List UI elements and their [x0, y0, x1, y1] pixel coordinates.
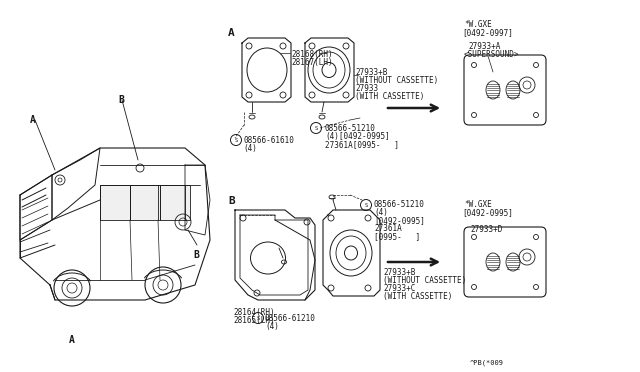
- Text: [0492-0995]: [0492-0995]: [374, 216, 425, 225]
- Polygon shape: [161, 186, 189, 219]
- Text: (4)[0492-0995]: (4)[0492-0995]: [325, 132, 390, 141]
- Text: (WITHOUT CASSETTE): (WITHOUT CASSETTE): [355, 76, 438, 85]
- Text: [0995-   ]: [0995- ]: [374, 232, 420, 241]
- Text: 27933+B: 27933+B: [355, 68, 387, 77]
- Text: (4): (4): [265, 322, 279, 331]
- Text: (WITHOUT CASSETTE): (WITHOUT CASSETTE): [383, 276, 467, 285]
- Text: 28167(LH): 28167(LH): [291, 58, 333, 67]
- Text: B: B: [228, 196, 235, 206]
- Text: 08566-61210: 08566-61210: [265, 314, 316, 323]
- Text: 27933+A: 27933+A: [468, 42, 500, 51]
- Text: A: A: [69, 335, 75, 345]
- Text: 08566-51210: 08566-51210: [325, 124, 376, 133]
- Text: 27933+C: 27933+C: [383, 284, 415, 293]
- Text: (WITH CASSETTE): (WITH CASSETTE): [355, 92, 424, 101]
- Text: ^PB(*009: ^PB(*009: [470, 360, 504, 366]
- Text: (WITH CASSETTE): (WITH CASSETTE): [383, 292, 452, 301]
- Text: 28165(LH): 28165(LH): [233, 316, 275, 325]
- Text: S: S: [364, 202, 367, 208]
- Text: 28168(RH): 28168(RH): [291, 50, 333, 59]
- Text: S: S: [257, 315, 260, 321]
- Text: [0492-0997]: [0492-0997]: [462, 28, 513, 37]
- Text: 28164(RH): 28164(RH): [233, 308, 275, 317]
- Text: *W.GXE: *W.GXE: [464, 20, 492, 29]
- Text: *W.GXE: *W.GXE: [464, 200, 492, 209]
- Text: B: B: [193, 250, 199, 260]
- Text: 08566-51210: 08566-51210: [374, 200, 425, 209]
- Text: A: A: [228, 28, 235, 38]
- Polygon shape: [131, 186, 159, 219]
- Text: (4): (4): [374, 208, 388, 217]
- Text: (4): (4): [243, 144, 257, 153]
- Text: 27933: 27933: [355, 84, 378, 93]
- Text: B: B: [118, 95, 124, 105]
- Text: <SUPERSOUND>: <SUPERSOUND>: [464, 50, 520, 59]
- Text: [0492-0995]: [0492-0995]: [462, 208, 513, 217]
- Text: 27361A: 27361A: [374, 224, 402, 233]
- Text: S: S: [234, 138, 237, 142]
- Text: 27361A[0995-   ]: 27361A[0995- ]: [325, 140, 399, 149]
- Text: 27933+D: 27933+D: [470, 225, 502, 234]
- Polygon shape: [101, 186, 129, 219]
- Text: 08566-61610: 08566-61610: [243, 136, 294, 145]
- Text: 27933+B: 27933+B: [383, 268, 415, 277]
- Text: A: A: [30, 115, 36, 125]
- Text: S: S: [314, 125, 317, 131]
